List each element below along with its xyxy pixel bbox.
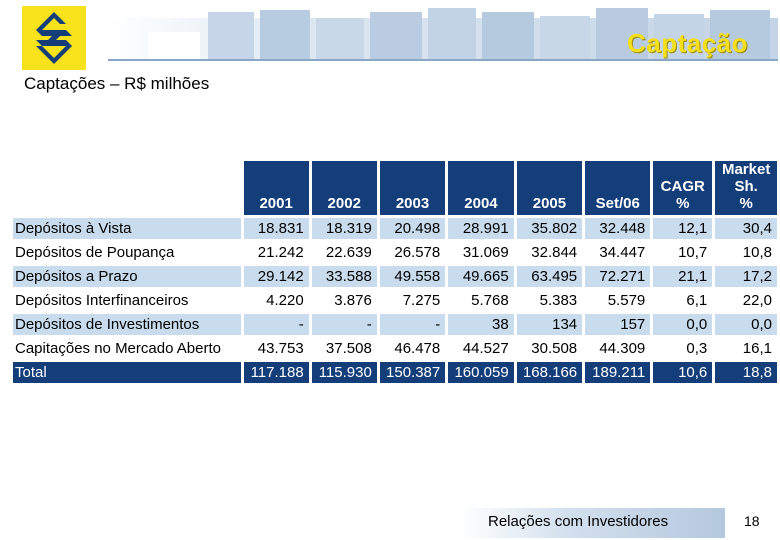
header-graphic — [108, 8, 778, 61]
table-cell: 0,3 — [686, 340, 708, 357]
table-cell: 21.242 — [257, 244, 304, 261]
table-cell: - — [311, 314, 377, 335]
table-row: Depósitos de Poupança 21.242 22.639 26.578 3… — [13, 242, 777, 263]
table-subtitle: Captações – R$ milhões — [24, 74, 210, 93]
row-label: Capitações no Mercado Aberto — [15, 340, 221, 357]
table-cell: 0,0 — [715, 314, 777, 335]
column-header: 2002 — [311, 161, 377, 215]
table-cell: 0,0 — [653, 314, 713, 335]
row-label: Total — [13, 362, 241, 383]
table-row: Depósitos à Vista 18.831 18.319 20.498 28.99… — [13, 218, 777, 239]
row-label: Depósitos de Poupança — [15, 244, 175, 261]
table-cell: 10,6 — [653, 362, 713, 383]
table-cell: 10,8 — [742, 244, 772, 261]
table-cell: 29.142 — [243, 266, 309, 287]
table-cell: 63.495 — [516, 266, 583, 287]
table-cell: 49.665 — [448, 266, 514, 287]
row-label: Depósitos de Investimentos — [13, 314, 241, 335]
table-cell: 43.753 — [257, 340, 304, 357]
column-header: Market Sh.% — [715, 161, 777, 215]
table-cell: 18,8 — [715, 362, 777, 383]
table-cell: 30.508 — [531, 340, 578, 357]
table-cell: 26.578 — [394, 244, 441, 261]
column-header: CAGR% — [653, 161, 713, 215]
table-cell: 28.991 — [448, 218, 514, 239]
table-cell: 44.527 — [462, 340, 509, 357]
table-cell: 22,0 — [742, 292, 772, 309]
header-empty-cell — [13, 161, 241, 215]
total-row: Total 117.188 115.930 150.387 160.059 168.166… — [13, 362, 777, 383]
table-cell: 21,1 — [653, 266, 713, 287]
row-label: Depósitos à Vista — [13, 218, 241, 239]
table-cell: 4.220 — [266, 292, 304, 309]
table-header-row: 2001 2002 2003 2004 2005 Set/06 CAGR% Ma… — [13, 161, 777, 215]
table-cell: 10,7 — [678, 244, 708, 261]
column-header: 2004 — [448, 161, 514, 215]
column-header: 2001 — [243, 161, 309, 215]
table-cell: 3.876 — [334, 292, 372, 309]
table-cell: 168.166 — [516, 362, 583, 383]
table-cell: 38 — [448, 314, 514, 335]
footer-label: Relações com Investidores — [488, 513, 669, 530]
table-cell: 115.930 — [311, 362, 377, 383]
table-cell: 134 — [516, 314, 583, 335]
table-cell: 5.579 — [607, 292, 646, 309]
table-row: Depósitos Interfinanceiros 4.220 3.876 7.27… — [13, 290, 777, 311]
table-cell: 46.478 — [394, 340, 441, 357]
table-cell: 31.069 — [462, 244, 509, 261]
table-cell: 18.319 — [311, 218, 377, 239]
table-cell: 5.768 — [471, 292, 509, 309]
table-cell: 16,1 — [742, 340, 772, 357]
row-label: Depósitos Interfinanceiros — [15, 292, 189, 309]
table-cell: 117.188 — [243, 362, 309, 383]
table-cell: 157 — [585, 314, 651, 335]
table-cell: 44.309 — [599, 340, 646, 357]
bank-logo — [22, 6, 86, 70]
table-cell: - — [243, 314, 309, 335]
table-cell: 34.447 — [599, 244, 646, 261]
table-row: Depósitos a Prazo 29.142 33.588 49.558 49.66… — [13, 266, 777, 287]
column-header: 2003 — [379, 161, 446, 215]
funding-table: 2001 2002 2003 2004 2005 Set/06 CAGR% Ma… — [10, 158, 780, 386]
table-cell: 12,1 — [653, 218, 713, 239]
table-cell: 37.508 — [325, 340, 372, 357]
table-cell: 189.211 — [585, 362, 651, 383]
table-cell: 33.588 — [311, 266, 377, 287]
table-cell: 30,4 — [715, 218, 777, 239]
table-cell: 17,2 — [715, 266, 777, 287]
table-cell: 18.831 — [243, 218, 309, 239]
row-label: Depósitos a Prazo — [13, 266, 241, 287]
table-cell: 7.275 — [402, 292, 441, 309]
page-number: 18 — [744, 513, 760, 529]
table-cell: 22.639 — [325, 244, 372, 261]
footer-graphic — [460, 508, 725, 538]
table-row: Capitações no Mercado Aberto 43.753 37.508… — [13, 338, 777, 359]
page-title: Captação — [626, 28, 748, 58]
table-cell: 72.271 — [585, 266, 651, 287]
column-header: 2005 — [516, 161, 583, 215]
table-cell: 160.059 — [448, 362, 514, 383]
table-cell: 150.387 — [379, 362, 446, 383]
table-cell: 49.558 — [379, 266, 446, 287]
table-cell: - — [379, 314, 446, 335]
table-cell: 6,1 — [686, 292, 708, 309]
logo-icon — [36, 12, 72, 64]
table-cell: 32.448 — [585, 218, 651, 239]
table-row: Depósitos de Investimentos - - -38 134 157 0,0… — [13, 314, 777, 335]
table-cell: 35.802 — [516, 218, 583, 239]
table-cell: 20.498 — [379, 218, 446, 239]
table-cell: 32.844 — [531, 244, 578, 261]
column-header: Set/06 — [585, 161, 651, 215]
table-cell: 5.383 — [539, 292, 578, 309]
